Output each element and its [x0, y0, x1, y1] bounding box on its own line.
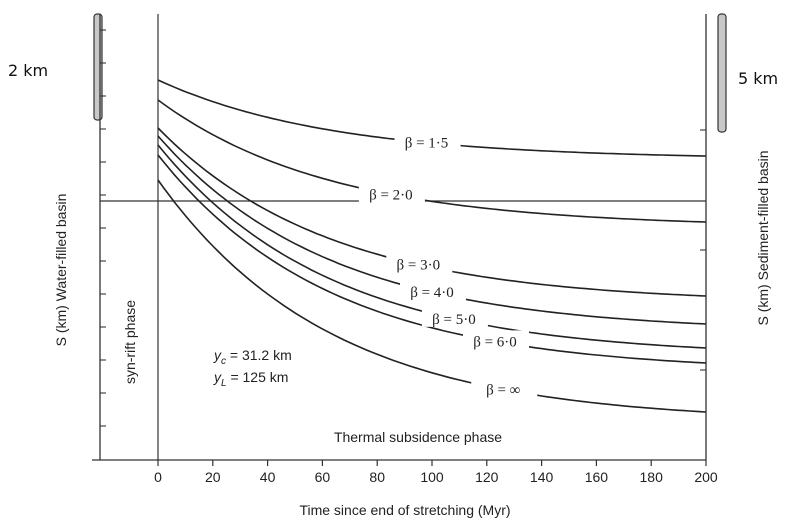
series-label: β = 5·0 — [432, 312, 476, 328]
x-tick-label: 200 — [694, 469, 718, 485]
lithosphere-thickness-label: yL = 125 km — [213, 369, 288, 389]
series-label: β = 6·0 — [473, 334, 517, 350]
series-label: β = 1·5 — [405, 136, 449, 152]
right-scale-bar — [717, 13, 727, 133]
left-y-axis-title: S (km) Water-filled basin — [53, 194, 69, 347]
series-label-bg — [358, 183, 425, 203]
series-line — [157, 99, 707, 223]
x-tick-label: 80 — [369, 469, 385, 485]
left-y-ticks — [100, 29, 106, 427]
x-tick-label: 100 — [420, 469, 444, 485]
crust-thickness-label: yc = 31.2 km — [213, 347, 292, 367]
x-tick-label: 20 — [205, 469, 221, 485]
series-label-bg — [394, 131, 461, 151]
series-line — [157, 179, 707, 413]
x-tick-label: 180 — [640, 469, 664, 485]
right-y-axis-title: S (km) Sediment-filled basin — [755, 150, 771, 325]
syn-rift-phase-label: syn-rift phase — [122, 300, 138, 384]
series-label-bg — [386, 253, 453, 273]
series-label-bg — [463, 330, 530, 350]
series-label: β = ∞ — [486, 382, 520, 398]
x-tick-label: 0 — [154, 469, 162, 485]
series-label-bg — [421, 307, 488, 327]
left-scale-label: 2 km — [8, 61, 48, 80]
x-tick-label: 60 — [315, 469, 331, 485]
x-tick-label: 160 — [585, 469, 609, 485]
x-tick-label: 40 — [260, 469, 276, 485]
series-line — [157, 154, 707, 364]
series-label-bg — [400, 281, 466, 301]
series-label: β = 2·0 — [369, 187, 413, 203]
x-ticks: 0 20 40 60 80 100 120 140 160 180 200 — [154, 460, 718, 485]
series-labels: β = 1·5 β = 2·0 β = 3·0 β = 4·0 β = 5·0 β = 6… — [358, 131, 538, 398]
series-label: β = 3·0 — [397, 258, 441, 274]
right-y-ticks — [700, 129, 706, 371]
right-scale-label: 5 km — [738, 69, 778, 88]
series-label: β = 4·0 — [410, 285, 454, 301]
series-label-bg — [471, 378, 538, 398]
x-tick-label: 120 — [475, 469, 499, 485]
x-axis-title: Time since end of stretching (Myr) — [299, 502, 510, 518]
thermal-phase-label: Thermal subsidence phase — [334, 429, 502, 445]
x-tick-label: 140 — [530, 469, 554, 485]
